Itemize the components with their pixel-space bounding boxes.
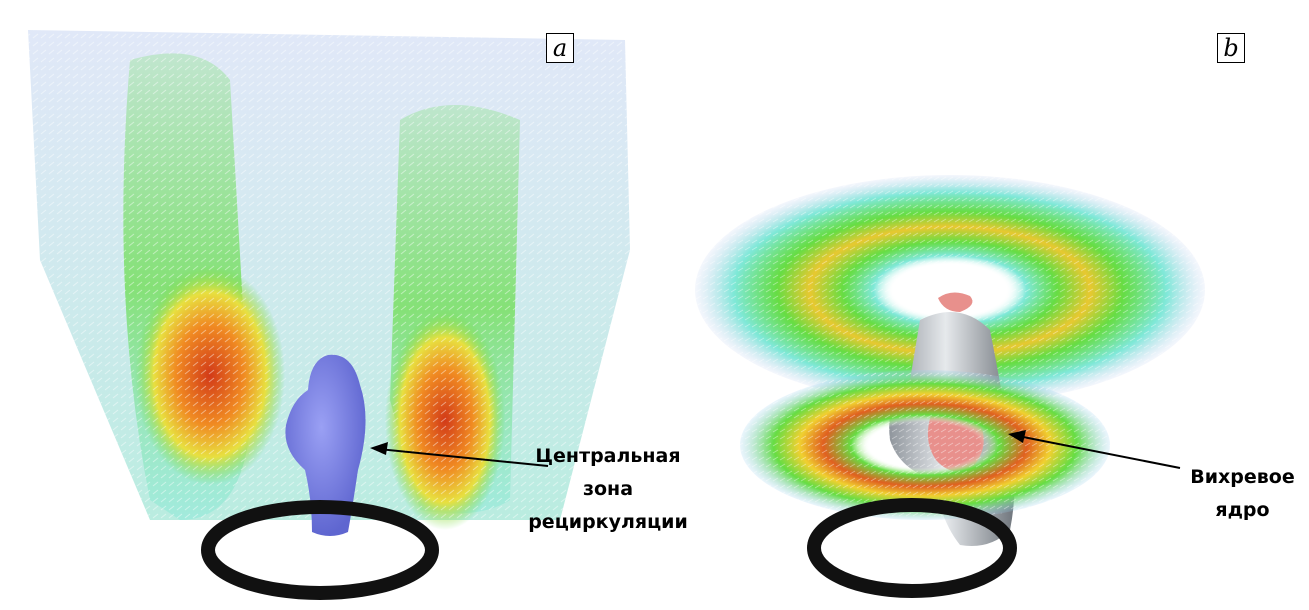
callout-arrow-a bbox=[377, 448, 549, 467]
callout-line: ядро bbox=[1215, 499, 1270, 521]
panel-a: a Центральная зона рециркуляции bbox=[28, 30, 688, 600]
callout-line: рециркуляции bbox=[528, 511, 688, 533]
callout-label-a: Центральная зона рециркуляции bbox=[508, 440, 708, 539]
panel-b: b Вихревое ядро bbox=[660, 0, 1309, 610]
callout-arrowhead-b bbox=[1008, 430, 1026, 443]
vector-field-b bbox=[695, 175, 1205, 598]
panel-label-a: a bbox=[546, 33, 574, 63]
callout-line: зона bbox=[582, 478, 634, 500]
panel-label-b: b bbox=[1217, 33, 1245, 63]
vector-field-a bbox=[28, 30, 630, 600]
callout-arrowhead-a bbox=[370, 442, 388, 455]
recirculation-zone-a bbox=[285, 354, 366, 536]
ring-a bbox=[201, 500, 439, 600]
vortex-core-top-b bbox=[938, 292, 973, 312]
callout-label-b: Вихревое ядро bbox=[1175, 461, 1309, 527]
callout-line: Центральная bbox=[535, 445, 681, 467]
callout-line: Вихревое bbox=[1190, 466, 1295, 488]
ring-b bbox=[807, 498, 1017, 598]
callout-arrow-b bbox=[1017, 435, 1181, 469]
